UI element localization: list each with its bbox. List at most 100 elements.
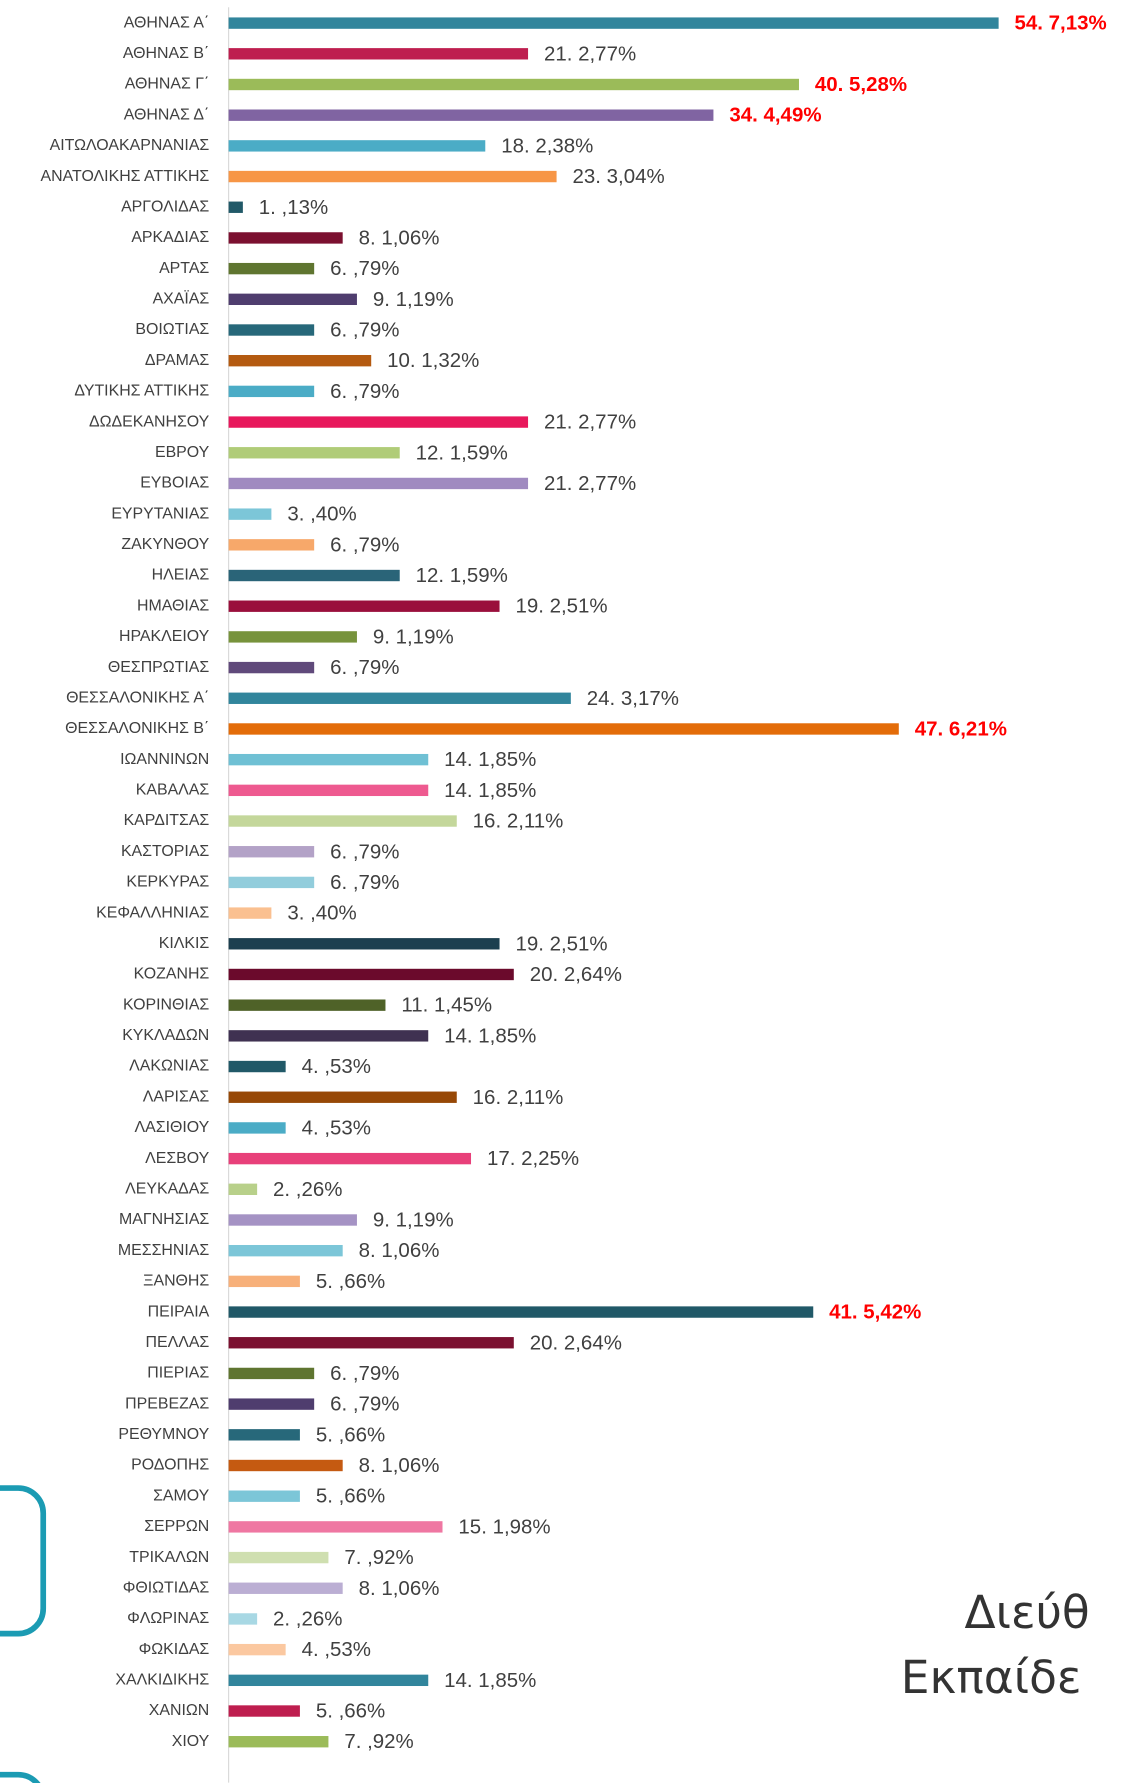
category-label: ΚΑΣΤΟΡΙΑΣ (121, 843, 209, 860)
category-label: ΑΝΑΤΟΛΙΚΗΣ ΑΤΤΙΚΗΣ (41, 168, 210, 185)
category-label: ΚΕΦΑΛΛΗΝΙΑΣ (96, 904, 209, 921)
bar (228, 385, 315, 398)
category-label: ΡΕΘΥΜΝΟΥ (118, 1426, 209, 1443)
value-label: 5. ,66% (316, 1423, 385, 1446)
value-label: 8. 1,06% (359, 226, 440, 249)
value-label: 19. 2,51% (515, 932, 607, 955)
value-label: 8. 1,06% (359, 1239, 440, 1262)
category-label: ΑΘΗΝΑΣ Δ΄ (124, 106, 210, 123)
value-label: 9. 1,19% (373, 288, 454, 311)
category-label: ΠΡΕΒΕΖΑΣ (125, 1395, 209, 1412)
value-label: 6. ,79% (330, 319, 399, 342)
bar (228, 1214, 357, 1226)
value-label: 8. 1,06% (359, 1454, 440, 1477)
category-label: ΒΟΙΩΤΙΑΣ (135, 321, 209, 338)
category-label: ΘΕΣΣΑΛΟΝΙΚΗΣ Β΄ (65, 720, 209, 737)
category-label: ΗΜΑΘΙΑΣ (137, 597, 209, 614)
value-label: 7. ,92% (344, 1546, 413, 1569)
bar (228, 1643, 286, 1656)
category-label: ΛΑΡΙΣΑΣ (143, 1088, 210, 1105)
value-label: 2. ,26% (273, 1178, 342, 1201)
category-label: ΑΘΗΝΑΣ Β΄ (123, 45, 209, 62)
bar (228, 262, 315, 275)
bar (228, 1367, 315, 1380)
value-label: 8. 1,06% (359, 1577, 440, 1600)
value-label: 3. ,40% (287, 503, 356, 526)
bar (228, 723, 899, 735)
bar (228, 1306, 814, 1318)
value-label: 21. 2,77% (544, 411, 636, 434)
bar (228, 477, 529, 490)
bar (228, 1398, 315, 1410)
bar (228, 109, 714, 121)
value-label: 4. ,53% (302, 1116, 371, 1139)
bar (228, 1275, 300, 1288)
value-label: 14. 1,85% (444, 1024, 536, 1047)
value-label: 2. ,26% (273, 1607, 342, 1630)
bar (228, 815, 457, 827)
value-label: 10. 1,32% (387, 349, 479, 372)
bar (228, 416, 529, 428)
category-label: ΡΟΔΟΠΗΣ (131, 1457, 209, 1474)
value-label: 1. ,13% (259, 196, 328, 219)
value-label: 12. 1,59% (416, 441, 508, 464)
value-label: 41. 5,42% (829, 1301, 921, 1324)
bar (228, 1030, 429, 1042)
background-text: Εκπαίδε (901, 1651, 1082, 1704)
bar (228, 293, 357, 306)
value-label: 54. 7,13% (1015, 12, 1107, 35)
bar (228, 753, 429, 766)
category-label: ΚΟΖΑΝΗΣ (134, 966, 210, 983)
category-label: ΕΥΡΥΤΑΝΙΑΣ (111, 505, 209, 522)
value-label: 47. 6,21% (915, 718, 1007, 741)
bar (228, 1244, 343, 1257)
value-label: 6. ,79% (330, 656, 399, 679)
bar (228, 1490, 300, 1502)
value-label: 34. 4,49% (729, 104, 821, 127)
bar (228, 1152, 472, 1165)
value-label: 4. ,53% (302, 1638, 371, 1661)
value-label: 23. 3,04% (572, 165, 664, 188)
bar (228, 968, 514, 981)
value-label: 20. 2,64% (530, 963, 622, 986)
value-label: 12. 1,59% (416, 564, 508, 587)
value-label: 21. 2,77% (544, 472, 636, 495)
value-label: 6. ,79% (330, 871, 399, 894)
value-label: 17. 2,25% (487, 1147, 579, 1170)
bar (228, 600, 500, 612)
value-label: 5. ,66% (316, 1485, 385, 1508)
bar (228, 324, 315, 336)
value-label: 5. ,66% (316, 1270, 385, 1293)
category-label: ΑΡΤΑΣ (159, 260, 209, 277)
decor-frame (0, 1485, 47, 1637)
category-label: ΑΘΗΝΑΣ Α΄ (124, 14, 210, 31)
bar (228, 784, 429, 797)
value-label: 6. ,79% (330, 380, 399, 403)
bar (228, 232, 343, 244)
bar (228, 569, 400, 582)
bar (228, 876, 315, 889)
bar (228, 1429, 300, 1441)
value-label: 6. ,79% (330, 840, 399, 863)
category-label: ΛΕΣΒΟΥ (145, 1150, 210, 1167)
category-label: ΗΛΕΙΑΣ (152, 567, 210, 584)
value-label: 18. 2,38% (501, 134, 593, 157)
value-label: 3. ,40% (287, 902, 356, 925)
category-label: ΛΑΚΩΝΙΑΣ (129, 1058, 209, 1075)
category-label: ΔΥΤΙΚΗΣ ΑΤΤΙΚΗΣ (74, 383, 209, 400)
category-label: ΚΙΛΚΙΣ (159, 935, 210, 952)
bar (228, 447, 400, 459)
category-label: ΠΕΛΛΑΣ (145, 1334, 209, 1351)
bar (228, 508, 272, 520)
value-label: 15. 1,98% (458, 1515, 550, 1538)
bar (228, 631, 357, 643)
category-label: ΙΩΑΝΝΙΝΩΝ (120, 751, 209, 768)
category-label: ΚΕΡΚΥΡΑΣ (126, 874, 209, 891)
value-label: 4. ,53% (302, 1055, 371, 1078)
value-label: 40. 5,28% (815, 73, 907, 96)
category-label: ΧΑΝΙΩΝ (149, 1702, 210, 1719)
bar (228, 1337, 514, 1349)
bar (228, 1060, 286, 1073)
